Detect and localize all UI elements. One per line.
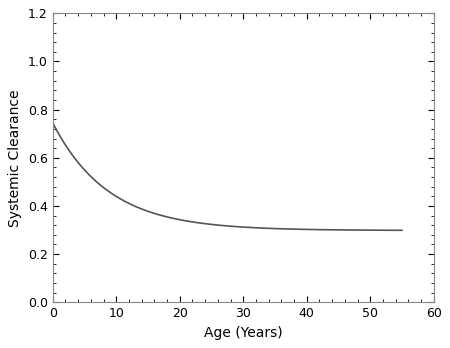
Y-axis label: Systemic Clearance: Systemic Clearance xyxy=(9,89,22,227)
X-axis label: Age (Years): Age (Years) xyxy=(204,326,283,340)
